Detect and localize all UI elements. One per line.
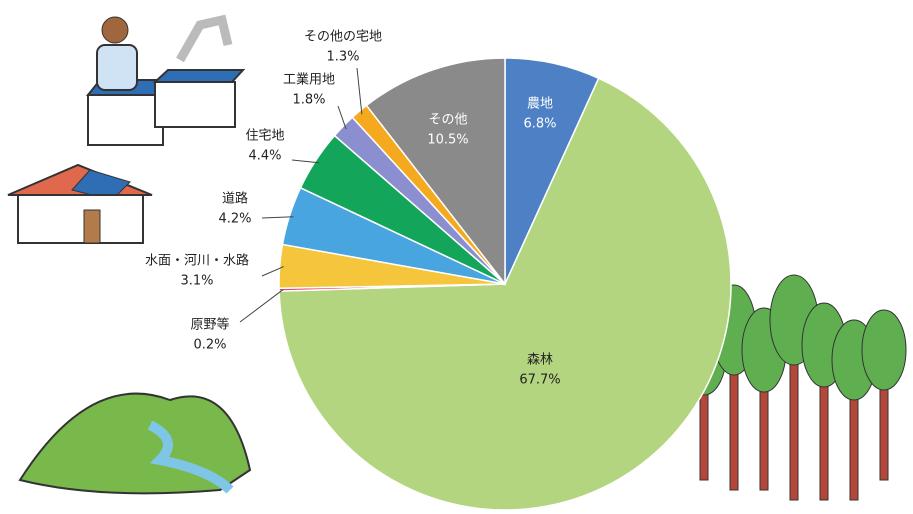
leader-line [291, 159, 320, 164]
value-label: 6.8% [523, 117, 556, 132]
slice-label: その他 [428, 113, 467, 128]
value-label: 1.8% [292, 93, 325, 108]
pie-slice [278, 77, 732, 511]
value-label: 1.3% [326, 50, 359, 65]
illustrations [7, 14, 907, 501]
slice-label: 住宅地 [245, 129, 284, 144]
pie-slice [365, 57, 506, 287]
value-label: 4.4% [248, 149, 281, 164]
slice-label: その他の宅地 [304, 30, 382, 45]
slice-label: 原野等 [190, 317, 229, 333]
value-label: 4.2% [218, 212, 251, 227]
leader-line [337, 105, 347, 130]
slice-label: 森林 [527, 353, 553, 368]
slice-label: 工業用地 [283, 72, 335, 88]
value-label: 67.7% [519, 373, 560, 388]
leader-line [261, 266, 284, 277]
leader-line [356, 67, 363, 115]
slice-label: 農地 [527, 97, 553, 112]
value-label: 3.1% [180, 274, 213, 289]
leader-line [239, 289, 284, 323]
leader-line [261, 216, 294, 219]
value-label: 0.2% [193, 338, 226, 353]
slice-label: 道路 [222, 191, 248, 207]
slice-label: 水面・河川・水路 [145, 253, 249, 269]
value-label: 10.5% [427, 133, 468, 148]
